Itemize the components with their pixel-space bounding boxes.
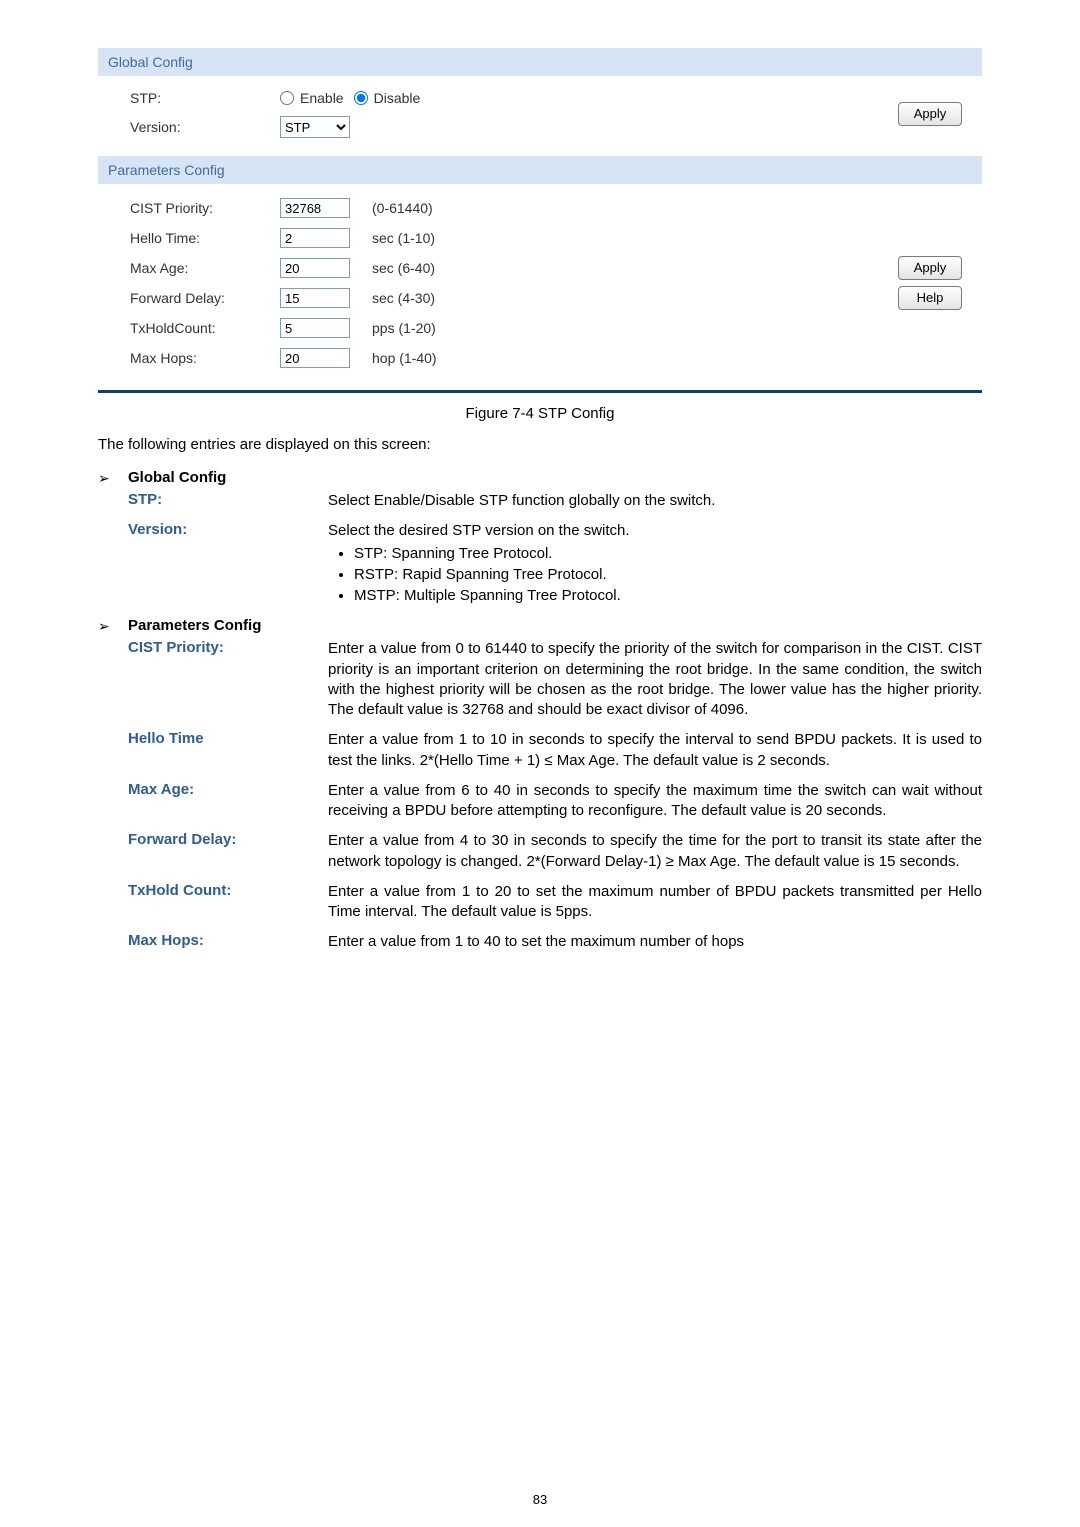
param-row: Forward Delay: sec (4-30) xyxy=(130,288,898,308)
param-hint: sec (1-10) xyxy=(372,230,435,246)
definition-bullet: STP: Spanning Tree Protocol. xyxy=(354,544,982,564)
param-input[interactable] xyxy=(280,228,350,248)
param-input[interactable] xyxy=(280,318,350,338)
param-input[interactable] xyxy=(280,258,350,278)
param-label: Max Hops: xyxy=(130,350,280,366)
definition-heading: Global Config xyxy=(128,469,226,487)
param-label: CIST Priority: xyxy=(130,200,280,216)
definition-section-heading: ➢Parameters Config xyxy=(98,617,982,635)
stp-label: STP: xyxy=(130,90,280,106)
version-label: Version: xyxy=(130,119,280,135)
definition-row: Hello TimeEnter a value from 1 to 10 in … xyxy=(128,730,982,771)
param-input[interactable] xyxy=(280,348,350,368)
definition-desc: Enter a value from 1 to 20 to set the ma… xyxy=(328,882,982,923)
definition-bullet: RSTP: Rapid Spanning Tree Protocol. xyxy=(354,565,982,585)
stp-enable-radio[interactable] xyxy=(280,91,294,105)
param-hint: sec (6-40) xyxy=(372,260,435,276)
definition-desc: Enter a value from 1 to 40 to set the ma… xyxy=(328,932,982,952)
definition-term: Hello Time xyxy=(128,730,328,771)
definition-heading: Parameters Config xyxy=(128,617,261,635)
parameters-config-body: CIST Priority: (0-61440) Hello Time: sec (1… xyxy=(98,184,982,386)
definition-row: Forward Delay:Enter a value from 4 to 30… xyxy=(128,831,982,872)
global-apply-button[interactable]: Apply xyxy=(898,102,962,126)
definition-bullet: MSTP: Multiple Spanning Tree Protocol. xyxy=(354,586,982,606)
definition-bullets: STP: Spanning Tree Protocol.RSTP: Rapid … xyxy=(328,544,982,607)
definition-term: CIST Priority: xyxy=(128,639,328,720)
definition-row: STP:Select Enable/Disable STP function g… xyxy=(128,491,982,511)
param-row: Max Hops: hop (1-40) xyxy=(130,348,898,368)
definition-row: TxHold Count:Enter a value from 1 to 20 … xyxy=(128,882,982,923)
param-row: TxHoldCount: pps (1-20) xyxy=(130,318,898,338)
figure-caption: Figure 7-4 STP Config xyxy=(98,405,982,422)
param-hint: sec (4-30) xyxy=(372,290,435,306)
param-input[interactable] xyxy=(280,198,350,218)
param-row: Max Age: sec (6-40) xyxy=(130,258,898,278)
global-config-panel: Global Config STP: Enable Disable xyxy=(98,48,982,156)
definition-term: TxHold Count: xyxy=(128,882,328,923)
stp-enable-option[interactable]: Enable xyxy=(280,90,344,106)
param-hint: (0-61440) xyxy=(372,200,433,216)
version-select[interactable]: STP xyxy=(280,116,350,138)
global-config-header: Global Config xyxy=(98,48,982,76)
stp-enable-label: Enable xyxy=(300,90,344,106)
arrow-icon: ➢ xyxy=(98,469,128,487)
parameters-config-panel: Parameters Config CIST Priority: (0-61440… xyxy=(98,156,982,386)
definition-term: STP: xyxy=(128,491,328,511)
definition-desc: Enter a value from 4 to 30 in seconds to… xyxy=(328,831,982,872)
definition-section-heading: ➢Global Config xyxy=(98,469,982,487)
definition-row: Version:Select the desired STP version o… xyxy=(128,521,982,607)
stp-disable-radio[interactable] xyxy=(354,91,368,105)
param-label: TxHoldCount: xyxy=(130,320,280,336)
definition-term: Version: xyxy=(128,521,328,607)
parameters-config-header-text: Parameters Config xyxy=(108,162,225,178)
global-config-header-text: Global Config xyxy=(108,54,193,70)
param-row: Hello Time: sec (1-10) xyxy=(130,228,898,248)
intro-text: The following entries are displayed on t… xyxy=(98,436,982,453)
panel-divider xyxy=(98,390,982,393)
definition-row: CIST Priority:Enter a value from 0 to 61… xyxy=(128,639,982,720)
param-hint: hop (1-40) xyxy=(372,350,437,366)
definition-term: Max Hops: xyxy=(128,932,328,952)
param-label: Hello Time: xyxy=(130,230,280,246)
param-label: Max Age: xyxy=(130,260,280,276)
definition-desc: Enter a value from 6 to 40 in seconds to… xyxy=(328,781,982,822)
definition-desc: Select the desired STP version on the sw… xyxy=(328,521,982,607)
definition-row: Max Age:Enter a value from 6 to 40 in se… xyxy=(128,781,982,822)
definition-row: Max Hops:Enter a value from 1 to 40 to s… xyxy=(128,932,982,952)
global-config-body: STP: Enable Disable Version: xyxy=(98,76,982,156)
definition-desc: Enter a value from 0 to 61440 to specify… xyxy=(328,639,982,720)
definition-term: Max Age: xyxy=(128,781,328,822)
definition-term: Forward Delay: xyxy=(128,831,328,872)
parameters-config-header: Parameters Config xyxy=(98,156,982,184)
param-hint: pps (1-20) xyxy=(372,320,436,336)
param-input[interactable] xyxy=(280,288,350,308)
stp-disable-option[interactable]: Disable xyxy=(354,90,421,106)
param-row: CIST Priority: (0-61440) xyxy=(130,198,898,218)
arrow-icon: ➢ xyxy=(98,617,128,635)
stp-disable-label: Disable xyxy=(374,90,421,106)
page-number: 83 xyxy=(0,1492,1080,1507)
params-apply-button[interactable]: Apply xyxy=(898,256,962,280)
definition-desc: Select Enable/Disable STP function globa… xyxy=(328,491,982,511)
param-label: Forward Delay: xyxy=(130,290,280,306)
params-help-button[interactable]: Help xyxy=(898,286,962,310)
definition-desc: Enter a value from 1 to 10 in seconds to… xyxy=(328,730,982,771)
